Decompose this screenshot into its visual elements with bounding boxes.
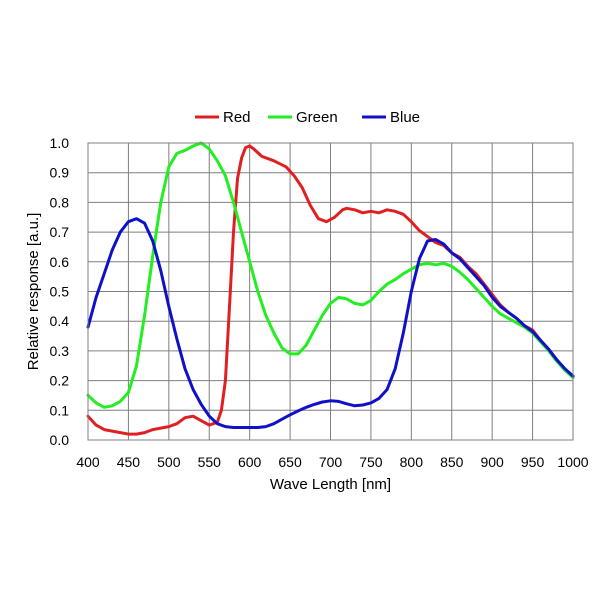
x-tick-label: 950 — [521, 454, 545, 470]
y-tick-label: 0.9 — [50, 165, 70, 181]
series-lines — [86, 141, 575, 436]
x-tick-label: 550 — [198, 454, 222, 470]
x-tick-labels: 400 450 500 550 600 650 700 750 800 850 900 950 1000 — [76, 454, 588, 470]
y-tick-label: 1.0 — [50, 135, 70, 151]
y-tick-label: 0.3 — [50, 343, 70, 359]
series-line-green — [86, 141, 575, 409]
y-tick-label: 0.8 — [50, 194, 70, 210]
x-tick-label: 1000 — [557, 454, 588, 470]
legend-label-blue: Blue — [390, 109, 420, 126]
series-line-blue — [86, 217, 575, 429]
y-tick-label: 0.0 — [50, 432, 70, 448]
x-tick-label: 600 — [238, 454, 262, 470]
x-tick-label: 900 — [480, 454, 504, 470]
legend-label-red: Red — [223, 109, 251, 126]
legend-label-green: Green — [296, 109, 338, 126]
x-tick-label: 500 — [157, 454, 181, 470]
y-tick-label: 0.7 — [50, 224, 70, 240]
plot-frame — [87, 142, 574, 441]
x-tick-label: 650 — [278, 454, 302, 470]
legend: Red Green Blue — [195, 109, 420, 126]
x-tick-label: 700 — [319, 454, 343, 470]
grid-lines — [87, 142, 574, 441]
y-tick-label: 0.6 — [50, 254, 70, 270]
y-tick-label: 0.2 — [50, 373, 70, 389]
y-tick-label: 0.1 — [50, 402, 70, 418]
y-axis-title: Relative response [a.u.] — [25, 213, 42, 371]
x-tick-label: 800 — [400, 454, 424, 470]
y-tick-label: 0.5 — [50, 284, 70, 300]
y-tick-label: 0.4 — [50, 313, 70, 329]
x-axis-title: Wave Length [nm] — [270, 476, 391, 493]
x-tick-label: 750 — [359, 454, 383, 470]
x-tick-label: 450 — [117, 454, 141, 470]
x-tick-label: 850 — [440, 454, 464, 470]
x-tick-label: 400 — [76, 454, 100, 470]
y-tick-labels: 0.0 0.1 0.2 0.3 0.4 0.5 0.6 0.7 0.8 0.9 1.0 — [50, 135, 70, 448]
